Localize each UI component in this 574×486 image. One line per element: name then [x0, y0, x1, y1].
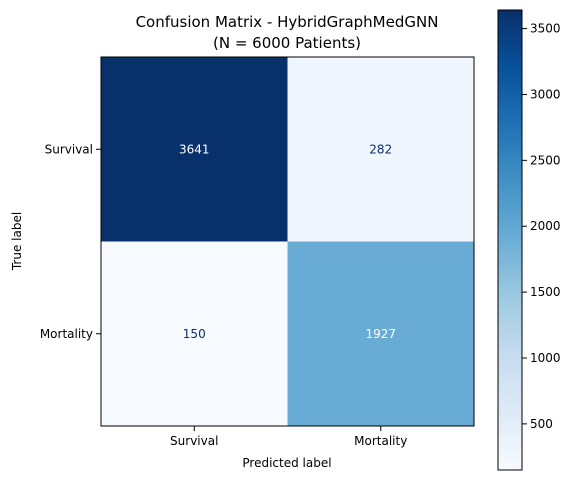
x-tick-label: Mortality [354, 434, 407, 448]
x-axis-label: Predicted label [242, 456, 331, 470]
colorbar-tick-label: 2500 [530, 153, 561, 167]
y-axis-ticks: Survival Mortality [40, 142, 101, 341]
colorbar-ticks: 500 1000 1500 2000 2500 3000 3500 [522, 22, 561, 431]
colorbar-tick-label: 3500 [530, 22, 561, 36]
heatmap-cell-0-0 [101, 57, 288, 242]
heatmap-cell-1-1 [287, 241, 474, 426]
colorbar-tick-label: 3000 [530, 87, 561, 101]
cell-value-label-1-1: 1927 [365, 327, 396, 341]
colorbar-tick-label: 1000 [530, 351, 561, 365]
y-axis-label: True label [10, 212, 24, 271]
colorbar-tick-label: 2000 [530, 219, 561, 233]
cell-value-label-0-1: 282 [369, 142, 392, 156]
plot-frame [100, 56, 475, 427]
x-tick-label: Survival [170, 434, 218, 448]
heatmap-cells [101, 57, 474, 426]
x-axis-ticks: Survival Mortality [170, 426, 407, 448]
y-tick-label: Mortality [40, 327, 93, 341]
heatmap-cell-1-0 [101, 241, 288, 426]
colorbar-tick-label: 1500 [530, 285, 561, 299]
cell-value-label-0-0: 3641 [179, 142, 210, 156]
colorbar-tick-label: 500 [530, 417, 553, 431]
y-tick-label: Survival [45, 142, 93, 156]
cell-value-label-1-0: 150 [183, 327, 206, 341]
colorbar [497, 9, 523, 471]
chart-title-line2: (N = 6000 Patients) [213, 34, 361, 52]
heatmap-cell-labels: 3641 282 150 1927 [179, 142, 396, 341]
heatmap-cell-0-1 [287, 57, 474, 242]
chart-title-line1: Confusion Matrix - HybridGraphMedGNN [136, 13, 439, 31]
